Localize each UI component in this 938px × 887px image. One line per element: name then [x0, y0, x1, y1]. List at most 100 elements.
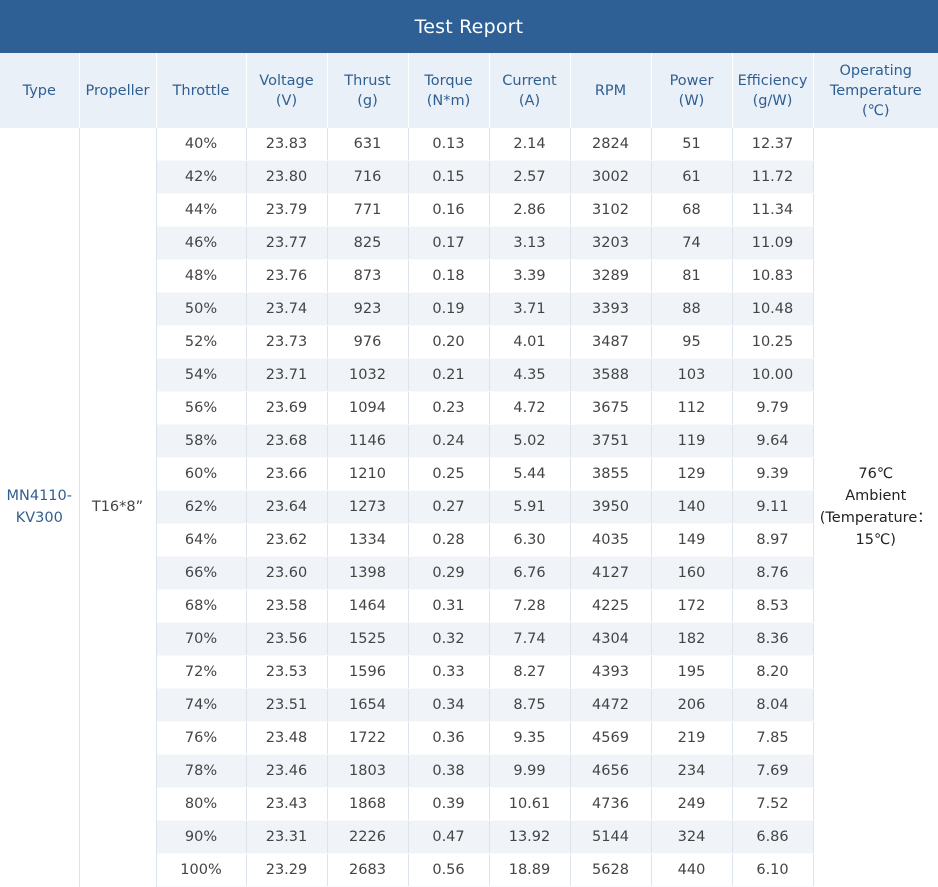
current-cell: 7.28: [489, 589, 571, 623]
thrust-cell: 1146: [327, 424, 409, 458]
header-power-line: (W): [678, 92, 705, 109]
efficiency-cell: 6.86: [732, 820, 814, 854]
table-row: 100% 23.29 2683 0.56 18.89 5628 440 6.10: [0, 853, 938, 887]
header-operating-temperature-line: Temperature: [829, 82, 922, 99]
voltage-cell: 23.73: [246, 325, 328, 359]
voltage-cell: 23.29: [246, 853, 328, 887]
voltage-cell: 23.64: [246, 490, 328, 524]
header-rpm: RPM: [570, 53, 652, 128]
header-current: Current (A): [489, 53, 571, 128]
thrust-cell: 976: [327, 325, 409, 359]
table-row: 56% 23.69 1094 0.23 4.72 3675 112 9.79: [0, 391, 938, 425]
torque-cell: 0.15: [408, 160, 490, 194]
header-row: Type Propeller Throttle Voltage (V) Thrust (g)…: [0, 53, 938, 128]
power-cell: 440: [651, 853, 733, 887]
power-cell: 149: [651, 523, 733, 557]
header-throttle-line: Throttle: [172, 82, 230, 99]
table-row: 80% 23.43 1868 0.39 10.61 4736 249 7.52: [0, 787, 938, 821]
thrust-cell: 771: [327, 193, 409, 227]
table-row: 68% 23.58 1464 0.31 7.28 4225 172 8.53: [0, 589, 938, 623]
table-row: 66% 23.60 1398 0.29 6.76 4127 160 8.76: [0, 556, 938, 590]
report-title-text: Test Report: [414, 15, 524, 38]
throttle-cell: 42%: [156, 160, 247, 194]
current-cell: 9.99: [489, 754, 571, 788]
voltage-cell: 23.51: [246, 688, 328, 722]
current-cell: 6.76: [489, 556, 571, 590]
torque-cell: 0.29: [408, 556, 490, 590]
torque-cell: 0.16: [408, 193, 490, 227]
header-rpm-line: RPM: [594, 82, 627, 99]
power-cell: 234: [651, 754, 733, 788]
thrust-cell: 1654: [327, 688, 409, 722]
power-cell: 119: [651, 424, 733, 458]
throttle-cell: 56%: [156, 391, 247, 425]
voltage-cell: 23.43: [246, 787, 328, 821]
power-cell: 51: [651, 128, 733, 161]
power-cell: 206: [651, 688, 733, 722]
power-cell: 129: [651, 457, 733, 491]
throttle-cell: 46%: [156, 226, 247, 260]
throttle-cell: 100%: [156, 853, 247, 887]
torque-cell: 0.39: [408, 787, 490, 821]
torque-cell: 0.56: [408, 853, 490, 887]
efficiency-cell: 10.25: [732, 325, 814, 359]
table-row: 74% 23.51 1654 0.34 8.75 4472 206 8.04: [0, 688, 938, 722]
throttle-cell: 64%: [156, 523, 247, 557]
efficiency-cell: 8.53: [732, 589, 814, 623]
efficiency-cell: 9.11: [732, 490, 814, 524]
torque-cell: 0.18: [408, 259, 490, 293]
header-propeller: Propeller: [79, 53, 157, 128]
current-cell: 3.13: [489, 226, 571, 260]
propeller-cell: T16*8”: [79, 128, 157, 887]
rpm-cell: 3855: [570, 457, 652, 491]
voltage-cell: 23.68: [246, 424, 328, 458]
current-cell: 5.91: [489, 490, 571, 524]
table-row: 54% 23.71 1032 0.21 4.35 3588 103 10.00: [0, 358, 938, 392]
voltage-cell: 23.76: [246, 259, 328, 293]
voltage-cell: 23.83: [246, 128, 328, 161]
rpm-cell: 3393: [570, 292, 652, 326]
voltage-cell: 23.71: [246, 358, 328, 392]
thrust-cell: 1525: [327, 622, 409, 656]
header-throttle: Throttle: [156, 53, 247, 128]
throttle-cell: 74%: [156, 688, 247, 722]
efficiency-cell: 10.83: [732, 259, 814, 293]
torque-cell: 0.21: [408, 358, 490, 392]
voltage-cell: 23.56: [246, 622, 328, 656]
thrust-cell: 1868: [327, 787, 409, 821]
efficiency-cell: 8.04: [732, 688, 814, 722]
voltage-cell: 23.69: [246, 391, 328, 425]
throttle-cell: 70%: [156, 622, 247, 656]
thrust-cell: 1464: [327, 589, 409, 623]
table-row: 62% 23.64 1273 0.27 5.91 3950 140 9.11: [0, 490, 938, 524]
header-operating-temperature-line: (℃): [861, 102, 890, 119]
header-thrust-line: (g): [357, 92, 378, 109]
type-line: MN4110-: [6, 488, 73, 505]
header-power: Power (W): [651, 53, 733, 128]
torque-cell: 0.25: [408, 457, 490, 491]
torque-cell: 0.33: [408, 655, 490, 689]
table-row: 90% 23.31 2226 0.47 13.92 5144 324 6.86: [0, 820, 938, 854]
table-row: 58% 23.68 1146 0.24 5.02 3751 119 9.64: [0, 424, 938, 458]
power-cell: 95: [651, 325, 733, 359]
voltage-cell: 23.79: [246, 193, 328, 227]
voltage-cell: 23.66: [246, 457, 328, 491]
torque-cell: 0.36: [408, 721, 490, 755]
power-cell: 74: [651, 226, 733, 260]
torque-cell: 0.38: [408, 754, 490, 788]
power-cell: 172: [651, 589, 733, 623]
rpm-cell: 3751: [570, 424, 652, 458]
current-cell: 10.61: [489, 787, 571, 821]
thrust-cell: 631: [327, 128, 409, 161]
current-cell: 3.39: [489, 259, 571, 293]
torque-cell: 0.31: [408, 589, 490, 623]
header-current-line: Current: [502, 72, 557, 89]
rpm-cell: 4656: [570, 754, 652, 788]
header-efficiency-line: Efficiency: [737, 72, 808, 89]
power-cell: 81: [651, 259, 733, 293]
table-body: MN4110- KV300 T16*8” 40% 23.83 631 0.13 2.14 282…: [0, 128, 938, 887]
header-torque: Torque (N*m): [408, 53, 490, 128]
efficiency-cell: 11.09: [732, 226, 814, 260]
torque-cell: 0.24: [408, 424, 490, 458]
table-row: 70% 23.56 1525 0.32 7.74 4304 182 8.36: [0, 622, 938, 656]
